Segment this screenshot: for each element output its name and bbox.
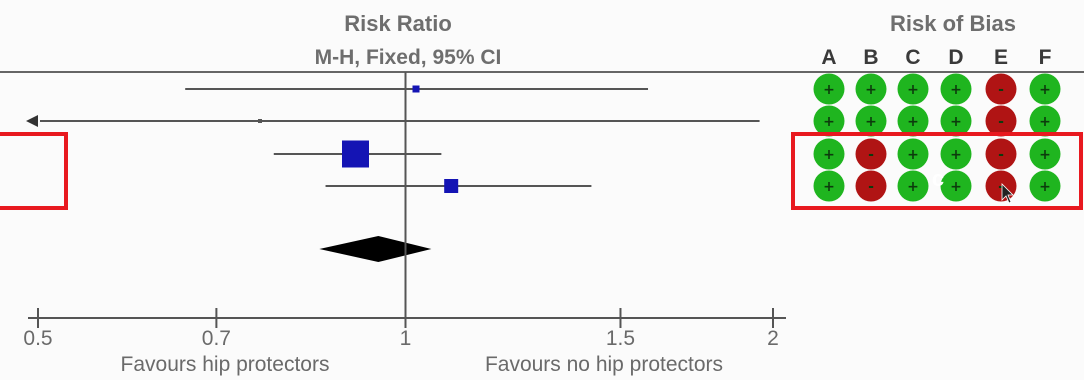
rob-sign: - [998,114,1004,130]
rob-row: + - + + - + [813,138,1061,170]
rob-high-risk-dot [855,138,887,170]
mouse-cursor-icon [1001,183,1014,204]
rob-sign: + [950,147,962,163]
rob-sign: + [823,114,835,130]
study-point-square [257,119,262,123]
rob-sign: + [823,179,835,195]
rob-sign: + [823,82,835,98]
highlight-box-rob [791,132,1083,210]
rob-column-headers: A B C D E F [821,46,1051,69]
x-tick-label: 1 [400,327,412,350]
rob-low-risk-dot [897,138,929,170]
rob-sign: + [1039,82,1051,98]
rob-low-risk-dot [897,170,929,202]
rob-column-letter: E [994,46,1008,69]
study-row [26,115,760,127]
rob-sign: + [907,82,919,98]
rob-low-risk-dot [1029,170,1061,202]
rob-high-risk-dot [985,73,1017,105]
rob-low-risk-dot [1029,105,1061,137]
rob-low-risk-dot [940,73,972,105]
rob-low-risk-dot [813,73,845,105]
rob-low-risk-dot [897,73,929,105]
highlight-box-left [0,132,68,210]
rob-low-risk-dot [1029,138,1061,170]
rob-sign: - [998,179,1004,195]
rob-column-letter: C [905,46,920,69]
study-point-square [341,140,369,168]
rob-high-risk-dot [985,105,1017,137]
x-tick-label: 2 [767,327,779,350]
header-method: M-H, Fixed, 95% CI [315,46,502,69]
annotation-mark: c [932,166,944,191]
rob-row: + + + + - + [813,73,1061,105]
rob-sign: + [950,82,962,98]
rob-sign: + [950,179,962,195]
pooled-estimate [319,236,432,262]
rob-high-risk-dot [985,138,1017,170]
rob-column-letter: A [821,46,836,69]
rob-sign: - [998,147,1004,163]
rob-high-risk-dot [855,170,887,202]
header-measure: Risk Ratio [344,11,452,36]
rob-sign: + [950,114,962,130]
header-rob-title: Risk of Bias [890,11,1016,36]
rob-low-risk-dot [813,138,845,170]
left-favours-label: Favours hip protectors [121,353,330,376]
x-tick-label: 0.5 [23,327,52,350]
rob-sign: + [1039,114,1051,130]
study-row [185,85,649,93]
rob-sign: + [1039,179,1051,195]
study-row [273,140,442,168]
rob-column-letter: F [1039,46,1052,69]
rob-low-risk-dot [855,105,887,137]
rob-column-letter: D [948,46,963,69]
x-tick-label: 1.5 [606,327,635,350]
rob-low-risk-dot [897,105,929,137]
rob-low-risk-dot [813,105,845,137]
pooled-diamond [319,236,432,262]
rob-row: + - + + - + [813,170,1061,202]
rob-sign: + [865,114,877,130]
rob-low-risk-dot [1029,73,1061,105]
study-point-square [444,179,459,193]
ci-arrow-left [26,115,38,127]
rob-low-risk-dot [940,138,972,170]
x-axis: 0.5 0.7 1 1.5 2 [23,308,786,350]
rob-sign: + [823,147,835,163]
rob-sign: - [998,82,1004,98]
rob-sign: + [907,114,919,130]
rob-column-letter: B [863,46,878,69]
right-favours-label: Favours no hip protectors [485,353,723,376]
rob-low-risk-dot [855,73,887,105]
rob-sign: + [1039,147,1051,163]
rob-grid: + + + + - + + + + + - + + - + + - + + - + + - + [813,73,1061,202]
rob-sign: + [907,179,919,195]
rob-sign: + [907,147,919,163]
rob-sign: - [868,147,874,163]
rob-sign: + [865,82,877,98]
x-tick-label: 0.7 [202,327,231,350]
study-row [325,179,592,193]
rob-low-risk-dot [813,170,845,202]
study-point-square [412,85,420,93]
study-rows [26,85,760,193]
rob-low-risk-dot [940,170,972,202]
rob-row: + + + + - + [813,105,1061,137]
rob-sign: - [868,179,874,195]
rob-low-risk-dot [940,105,972,137]
